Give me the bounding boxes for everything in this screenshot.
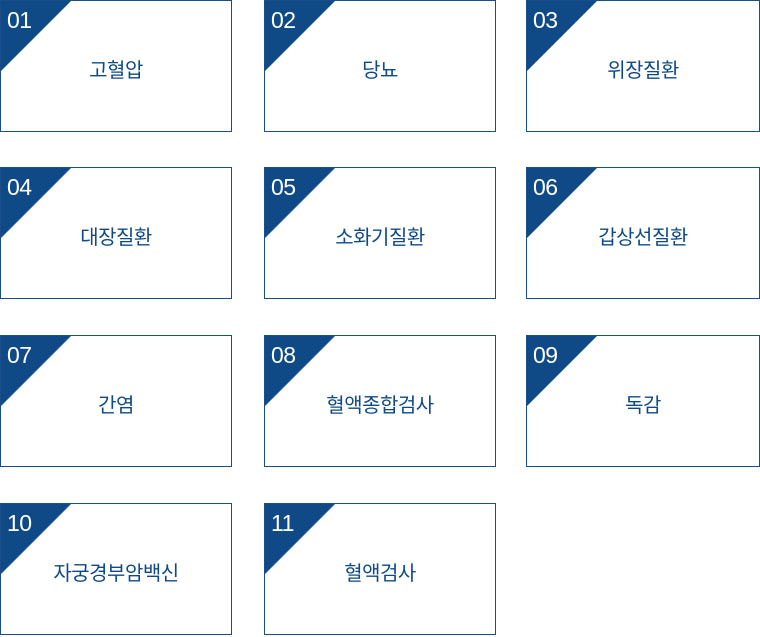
card-label: 위장질환 — [607, 57, 679, 82]
card-label: 대장질환 — [80, 224, 152, 249]
category-card-hypertension[interactable]: 01 고혈압 — [0, 0, 232, 132]
corner-triangle-icon — [527, 336, 597, 406]
card-label: 갑상선질환 — [598, 224, 688, 249]
card-number: 03 — [533, 7, 558, 33]
category-card-digestive-disease[interactable]: 05 소화기질환 — [264, 167, 496, 299]
card-number: 11 — [271, 510, 294, 536]
corner-triangle-icon — [1, 168, 71, 238]
card-number: 05 — [271, 174, 296, 200]
corner-triangle-icon — [265, 504, 335, 574]
corner-triangle-icon — [1, 1, 71, 71]
category-card-hepatitis[interactable]: 07 간염 — [0, 335, 232, 467]
corner-triangle-icon — [265, 1, 335, 71]
corner-triangle-icon — [1, 504, 71, 574]
card-label: 혈액종합검사 — [326, 392, 434, 417]
category-card-comprehensive-blood-test[interactable]: 08 혈액종합검사 — [264, 335, 496, 467]
card-number: 08 — [271, 342, 296, 368]
category-card-cervical-cancer-vaccine[interactable]: 10 자궁경부암백신 — [0, 503, 232, 635]
card-number: 10 — [7, 510, 32, 536]
category-card-diabetes[interactable]: 02 당뇨 — [264, 0, 496, 132]
category-card-colon-disease[interactable]: 04 대장질환 — [0, 167, 232, 299]
category-card-blood-test[interactable]: 11 혈액검사 — [264, 503, 496, 635]
card-number: 04 — [7, 174, 32, 200]
category-card-influenza[interactable]: 09 독감 — [526, 335, 760, 467]
card-number: 01 — [7, 7, 32, 33]
card-label: 당뇨 — [362, 57, 398, 82]
card-label: 자궁경부암백신 — [53, 560, 179, 585]
card-label: 혈액검사 — [344, 560, 416, 585]
category-card-thyroid-disease[interactable]: 06 갑상선질환 — [526, 167, 760, 299]
card-label: 소화기질환 — [335, 224, 425, 249]
corner-triangle-icon — [1, 336, 71, 406]
corner-triangle-icon — [527, 1, 597, 71]
card-label: 간염 — [98, 392, 134, 417]
card-number: 06 — [533, 174, 558, 200]
card-number: 02 — [271, 7, 296, 33]
card-label: 고혈압 — [89, 57, 143, 82]
card-number: 09 — [533, 342, 558, 368]
category-card-gastric-disease[interactable]: 03 위장질환 — [526, 0, 760, 132]
card-label: 독감 — [625, 392, 661, 417]
corner-triangle-icon — [265, 168, 335, 238]
corner-triangle-icon — [527, 168, 597, 238]
card-number: 07 — [7, 342, 32, 368]
corner-triangle-icon — [265, 336, 335, 406]
